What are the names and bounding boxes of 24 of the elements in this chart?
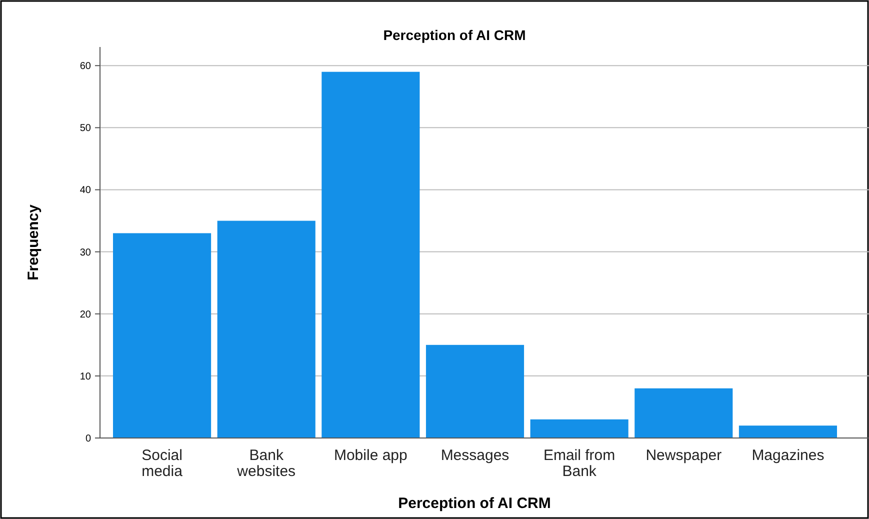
bar: [426, 344, 524, 438]
x-tick-label: Bank websites: [236, 447, 296, 480]
y-tick-label: 10: [80, 371, 92, 382]
bar: [738, 426, 837, 438]
y-tick-label: 20: [80, 309, 92, 320]
x-tick-label: Social media: [142, 447, 184, 480]
y-tick-label: 60: [80, 61, 92, 72]
y-axis-title: Frequency: [25, 204, 42, 280]
bar: [113, 233, 212, 438]
chart-title: Perception of AI CRM: [383, 27, 526, 43]
bar: [634, 388, 733, 438]
y-tick-label: 40: [80, 185, 92, 196]
bar: [322, 72, 420, 438]
x-tick-label: Email from Bank: [543, 447, 616, 480]
x-tick-label: Magazines: [752, 447, 824, 464]
y-tick-label: 50: [80, 123, 92, 134]
x-axis-title: Perception of AI CRM: [398, 495, 551, 512]
x-tick-label: Messages: [440, 447, 510, 464]
y-tick-label: 0: [85, 434, 92, 444]
x-tick-label: Newspaper: [646, 447, 722, 464]
bar: [530, 419, 628, 438]
bar: [217, 220, 316, 438]
x-tick-label: Mobile app: [334, 447, 408, 464]
y-tick-label: 30: [80, 247, 92, 258]
